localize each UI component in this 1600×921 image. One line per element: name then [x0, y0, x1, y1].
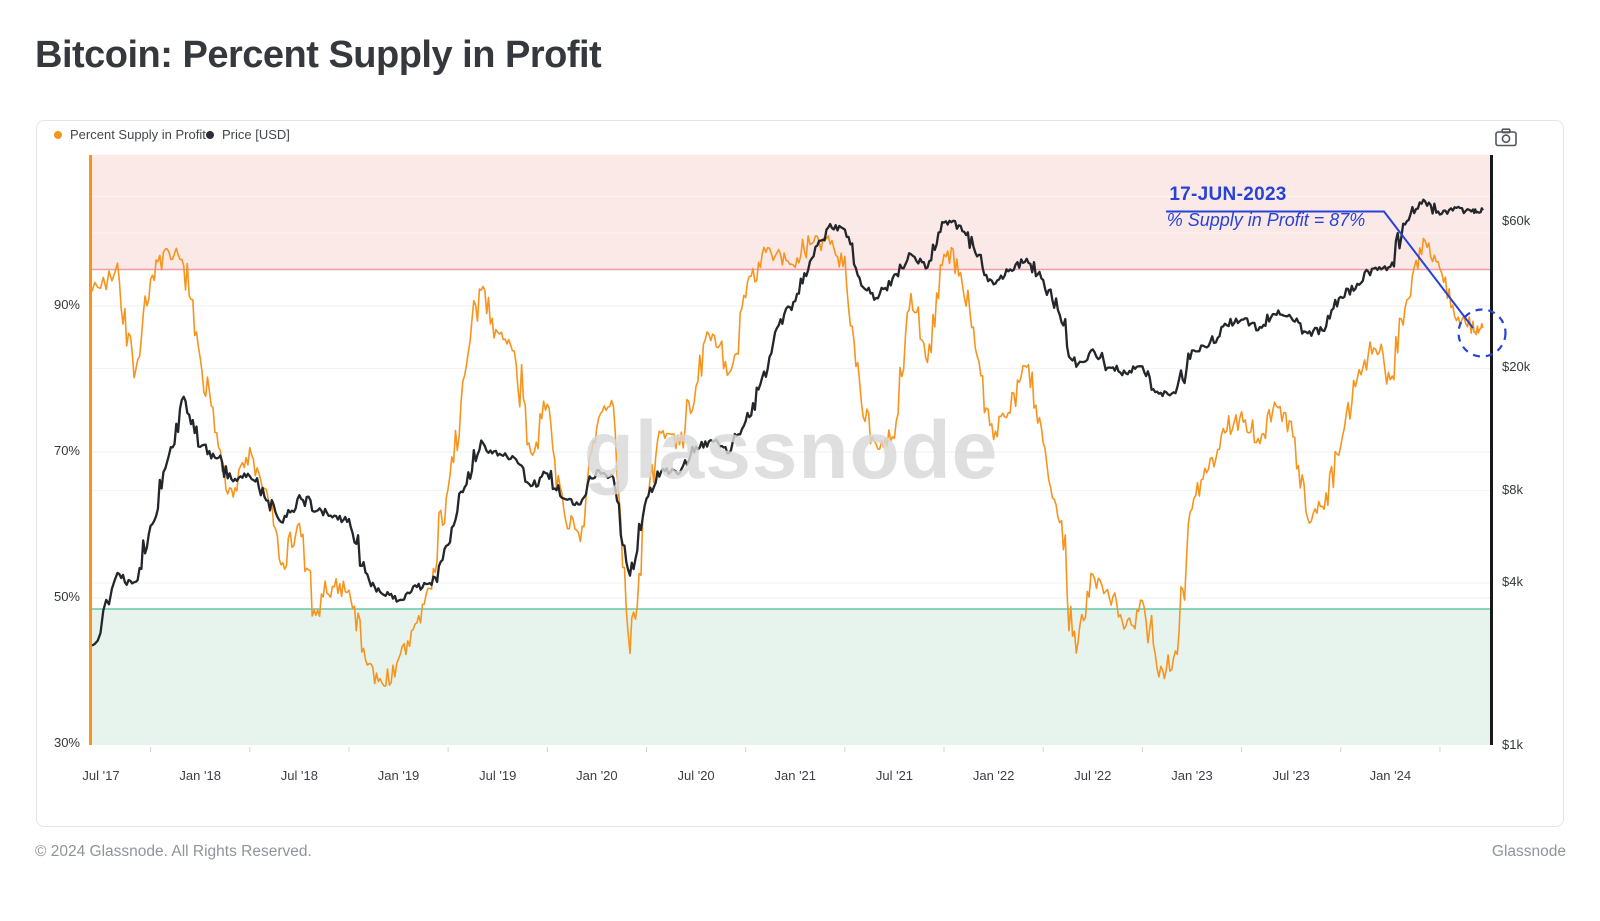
- x-axis-tick: Jul '21: [875, 768, 914, 783]
- legend-dot-black: [206, 130, 214, 139]
- x-axis-tick: Jul '19: [479, 768, 517, 783]
- page-title: Bitcoin: Percent Supply in Profit: [35, 34, 602, 76]
- left-axis-tick: 70%: [53, 443, 80, 458]
- x-axis-tick: Jan '21: [774, 768, 817, 783]
- axis-spines: [89, 155, 1493, 745]
- x-axis-tick: Jul '22: [1074, 768, 1112, 783]
- legend-item-percent-supply[interactable]: Percent Supply in Profit: [54, 127, 206, 142]
- annotation-graphics: [1166, 210, 1507, 358]
- brand-text: Glassnode: [1491, 843, 1566, 860]
- right-axis-tick: $20k: [1502, 359, 1531, 375]
- legend-label: Percent Supply in Profit: [70, 127, 206, 142]
- x-axis-tick: Jul '18: [280, 768, 318, 783]
- annotation-callout-line: [1166, 210, 1474, 329]
- copyright-text: © 2024 Glassnode. All Rights Reserved.: [35, 843, 312, 860]
- left-axis-tick: 50%: [53, 589, 80, 604]
- camera-icon: [1495, 127, 1517, 146]
- oversold-band: [92, 608, 1491, 745]
- x-axis-tick: Jan '20: [576, 768, 618, 783]
- left-axis-tick: 90%: [53, 297, 80, 312]
- x-axis-tick: Jan '18: [179, 768, 221, 783]
- legend-dot-orange: [54, 130, 62, 139]
- x-axis-tick: Jul '20: [677, 768, 715, 783]
- left-axis-tick: 30%: [53, 735, 80, 750]
- x-axis-tick: Jan '22: [972, 768, 1015, 783]
- annotation-value-label: % Supply in Profit = 87%: [1166, 210, 1366, 230]
- series-lines: [91, 198, 1484, 687]
- x-axis-tick: Jan '24: [1369, 768, 1412, 783]
- annotation-date: 17-JUN-2023: [1169, 184, 1287, 205]
- x-axis-tick: Jul '23: [1272, 768, 1310, 783]
- left-axis-spine: [89, 155, 92, 745]
- right-axis-tick: $8k: [1502, 481, 1523, 497]
- right-axis-tick: $60k: [1502, 213, 1531, 228]
- right-axis-tick: $4k: [1502, 574, 1523, 590]
- x-axis-tick: Jul '17: [82, 768, 120, 783]
- percent-supply-line: [91, 235, 1484, 687]
- threshold-bands: [92, 155, 1491, 745]
- right-axis-spine: [1490, 155, 1493, 745]
- annotation-highlight-circle: [1457, 308, 1507, 358]
- legend-label: Price [USD]: [222, 127, 290, 142]
- x-axis-tick: Jan '23: [1171, 768, 1213, 783]
- price-line: [91, 198, 1484, 647]
- x-axis-tick: Jan '19: [377, 768, 420, 783]
- screenshot-button[interactable]: [1493, 125, 1519, 149]
- right-axis-tick: $1k: [1502, 737, 1523, 752]
- legend-item-price[interactable]: Price [USD]: [206, 127, 290, 142]
